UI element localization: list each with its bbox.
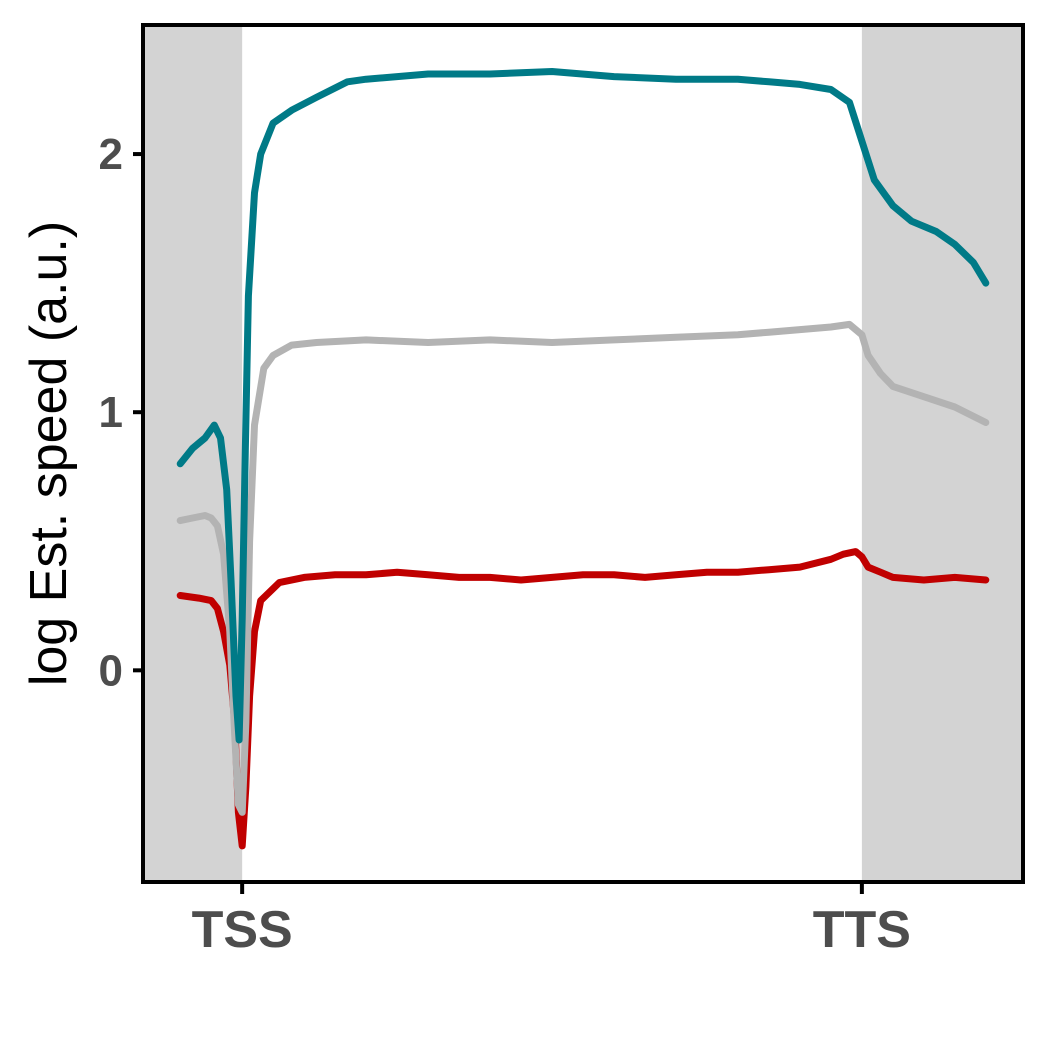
y-tick-label-2: 2: [99, 130, 123, 179]
series-lines: [176, 68, 990, 850]
plot-border: [141, 23, 1025, 884]
y-tick-label-0: 0: [99, 646, 123, 695]
shaded-regions: [143, 25, 1023, 882]
series-line-1: [176, 320, 990, 816]
y-axis: 0 1 2: [99, 130, 143, 695]
shaded-region-1: [861, 25, 1023, 882]
y-tick-label-1: 1: [99, 388, 123, 437]
y-axis-title: log Est. speed (a.u.): [20, 221, 78, 686]
series-line-2: [176, 68, 990, 744]
x-tick-label-0: TSS: [192, 901, 293, 959]
x-axis: TSS TTS: [192, 882, 911, 959]
x-tick-label-1: TTS: [813, 901, 911, 959]
